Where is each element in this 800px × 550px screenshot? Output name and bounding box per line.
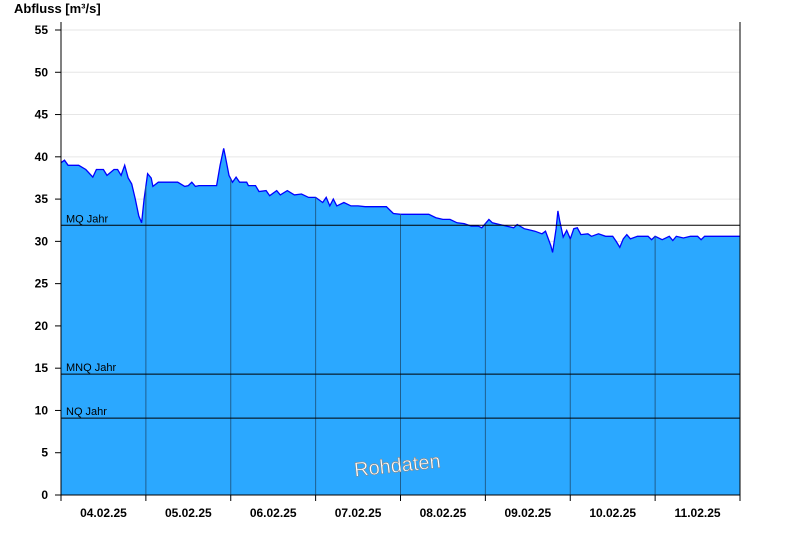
day-lines bbox=[145, 178, 656, 495]
x-tick-label: 07.02.25 bbox=[335, 506, 382, 520]
y-tick-label: 30 bbox=[35, 234, 49, 248]
x-tick-label: 10.02.25 bbox=[589, 506, 636, 520]
y-tick-label: 10 bbox=[35, 403, 49, 417]
y-tick-label: 25 bbox=[35, 277, 49, 291]
y-tick-label: 40 bbox=[35, 150, 49, 164]
y-tick-label: 50 bbox=[35, 65, 49, 79]
reference-lines: MQ Jahr MNQ Jahr NQ Jahr bbox=[61, 213, 740, 419]
axes: 0 5 10 15 20 25 30 35 40 45 50 55 04.02.25 05.02.25 06… bbox=[35, 22, 741, 520]
x-tick-label: 08.02.25 bbox=[420, 506, 467, 520]
reference-line-label: MNQ Jahr bbox=[66, 362, 116, 374]
y-tick-label: 55 bbox=[35, 23, 49, 37]
y-tick-label: 15 bbox=[35, 361, 49, 375]
y-tick-label: 0 bbox=[41, 488, 48, 502]
reference-line-label: MQ Jahr bbox=[66, 213, 109, 225]
series-line bbox=[60, 148, 740, 253]
y-tick-label: 45 bbox=[35, 108, 49, 122]
x-tick-label: 06.02.25 bbox=[250, 506, 297, 520]
x-tick-label: 11.02.25 bbox=[675, 506, 721, 520]
x-tick-label: 04.02.25 bbox=[80, 506, 127, 520]
reference-line-label: NQ Jahr bbox=[66, 406, 107, 418]
y-axis-label: Abfluss [m³/s] bbox=[14, 1, 101, 16]
y-tick-label: 20 bbox=[35, 319, 49, 333]
y-tick-label: 35 bbox=[35, 192, 49, 206]
y-tick-label: 5 bbox=[41, 446, 48, 460]
x-tick-label: 09.02.25 bbox=[504, 506, 551, 520]
x-tick-label: 05.02.25 bbox=[165, 506, 212, 520]
